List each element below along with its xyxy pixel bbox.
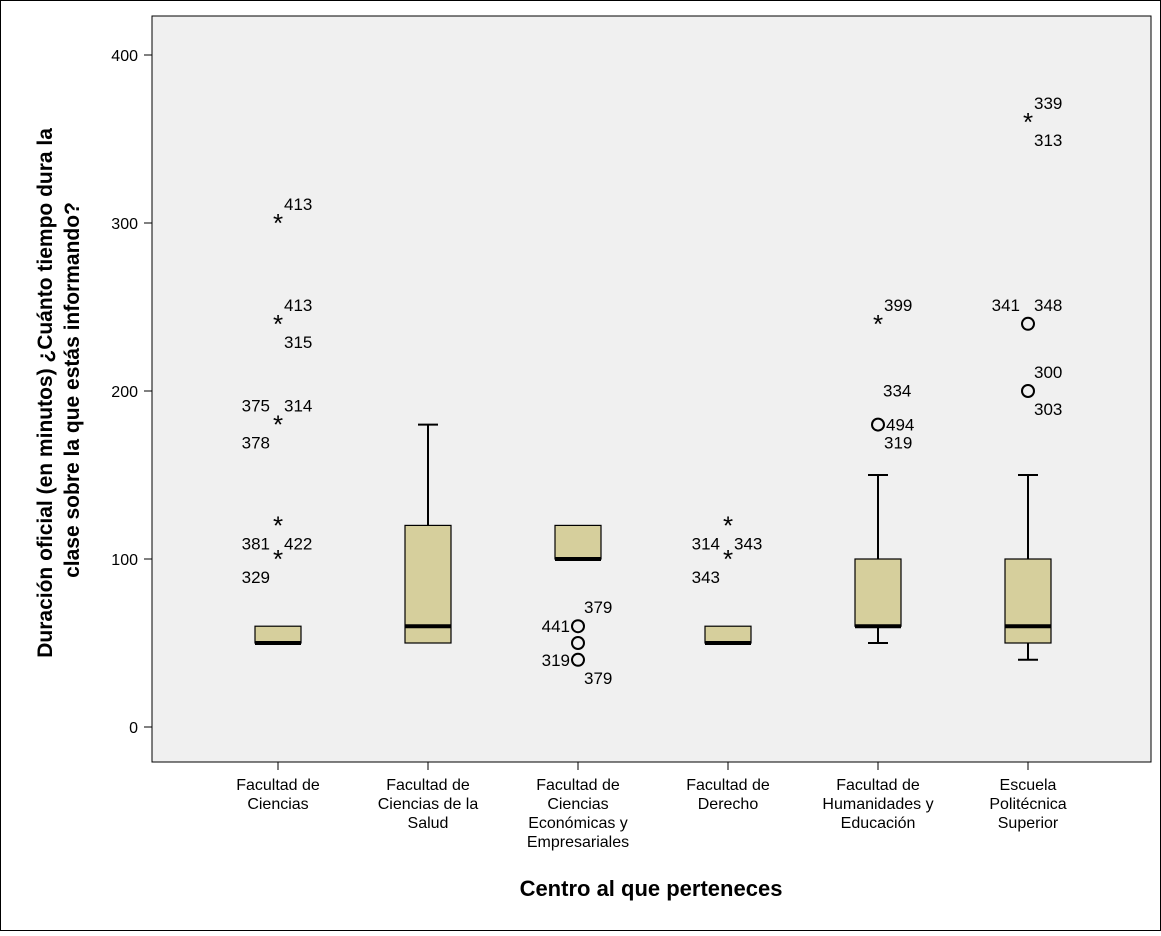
outlier-label: 334 xyxy=(883,382,911,401)
x-tick-label-line: Facultad de xyxy=(536,777,620,794)
extreme-outlier-marker: * xyxy=(273,544,283,574)
outlier-marker xyxy=(871,417,885,432)
outlier-label: 399 xyxy=(884,296,912,315)
x-tick-label: Escuela Politécnica Superior xyxy=(989,777,1066,832)
outlier-label: 339 xyxy=(1034,94,1062,113)
extreme-outlier-marker: * xyxy=(273,410,283,440)
outlier-label: 313 xyxy=(1034,131,1062,150)
x-tick-label-line: Derecho xyxy=(698,796,759,813)
outlier-label: 348 xyxy=(1034,296,1062,315)
iqr-box xyxy=(854,558,902,627)
outlier-label: 494 xyxy=(886,416,914,435)
y-axis: 0 100 200 300 400 xyxy=(111,48,152,737)
outlier-label: 379 xyxy=(584,669,612,688)
extreme-outlier-marker: * xyxy=(273,208,283,238)
outlier-label: 319 xyxy=(542,651,570,670)
x-tick-label-line: Educación xyxy=(841,815,916,832)
outlier-marker xyxy=(571,619,585,634)
y-tick-label: 100 xyxy=(111,552,138,569)
x-tick-label: Facultad de Derecho xyxy=(686,777,770,813)
outlier-label: 329 xyxy=(242,568,270,587)
y-axis-title-line-2: clase sobre la que estás informando? xyxy=(61,202,84,578)
outlier-label: 314 xyxy=(284,397,312,416)
x-tick-label-line: Ciencias de la xyxy=(378,796,479,813)
outlier-label: 413 xyxy=(284,195,312,214)
outlier-label: 381 xyxy=(242,534,270,553)
x-axis-title: Centro al que perteneces xyxy=(520,876,783,901)
iqr-box xyxy=(1004,558,1052,644)
x-tick-label-line: Politécnica xyxy=(989,796,1066,813)
box-group: 441 379 319 379 xyxy=(542,524,612,688)
outlier-label: 422 xyxy=(284,534,312,553)
iqr-box xyxy=(704,625,752,644)
x-tick-label-line: Superior xyxy=(998,815,1059,832)
outlier-marker xyxy=(1021,316,1035,331)
iqr-box xyxy=(254,625,302,644)
x-tick-label-line: Escuela xyxy=(1000,777,1057,794)
extreme-outlier-marker: * xyxy=(273,510,283,540)
extreme-outlier-marker: * xyxy=(1023,107,1033,137)
outlier-label: 441 xyxy=(542,617,570,636)
x-tick-label-line: Salud xyxy=(408,815,449,832)
extreme-outlier-marker: * xyxy=(873,309,883,339)
extreme-outlier-marker: * xyxy=(723,544,733,574)
plot-area xyxy=(151,15,1152,763)
outlier-label: 314 xyxy=(692,534,720,553)
x-tick-label-line: Empresariales xyxy=(527,834,629,851)
outlier-label: 319 xyxy=(884,434,912,453)
outlier-label: 413 xyxy=(284,296,312,315)
x-tick-label-line: Humanidades y xyxy=(822,796,933,813)
y-tick-label: 200 xyxy=(111,384,138,401)
y-axis-title: Duración oficial (en minutos) ¿Cuánto ti… xyxy=(34,122,84,658)
iqr-box xyxy=(554,524,602,560)
box-group xyxy=(404,423,452,644)
x-tick-label: Facultad de Humanidades y Educación xyxy=(822,777,933,832)
outlier-label: 315 xyxy=(284,333,312,352)
x-tick-label-line: Facultad de xyxy=(836,777,920,794)
iqr-box xyxy=(404,524,452,644)
x-tick-label-line: Facultad de xyxy=(386,777,470,794)
outlier-label: 343 xyxy=(692,568,720,587)
y-tick-label: 400 xyxy=(111,48,138,65)
outlier-label: 343 xyxy=(734,534,762,553)
x-tick-label-line: Económicas y xyxy=(528,815,628,832)
outlier-label: 300 xyxy=(1034,363,1062,382)
x-axis: Facultad de Ciencias Facultad de Ciencias d… xyxy=(236,762,1067,851)
x-tick-label-line: Ciencias xyxy=(247,796,308,813)
box-group: *339 313 341 348 300 303 xyxy=(992,94,1062,661)
outlier-label: 379 xyxy=(584,598,612,617)
box-group: *314 343*343 xyxy=(692,510,762,645)
x-tick-label-line: Facultad de xyxy=(686,777,770,794)
outlier-label: 378 xyxy=(242,434,270,453)
outlier-label: 341 xyxy=(992,296,1020,315)
outlier-marker xyxy=(571,652,585,667)
outlier-label: 375 xyxy=(242,397,270,416)
outlier-marker xyxy=(1021,384,1035,398)
x-tick-label: Facultad de Ciencias xyxy=(236,777,320,813)
extreme-outlier-marker: * xyxy=(273,309,283,339)
y-axis-title-line-1: Duración oficial (en minutos) ¿Cuánto ti… xyxy=(34,128,57,658)
y-tick-label: 0 xyxy=(129,720,138,737)
x-tick-label-line: Ciencias xyxy=(547,796,608,813)
extreme-outlier-marker: * xyxy=(723,510,733,540)
outlier-marker xyxy=(571,636,585,650)
y-tick-label: 300 xyxy=(111,216,138,233)
x-tick-label-line: Facultad de xyxy=(236,777,320,794)
x-tick-label: Facultad de Ciencias de la Salud xyxy=(378,777,479,832)
x-tick-label: Facultad de Ciencias Económicas y Empresari… xyxy=(527,777,629,851)
outlier-label: 303 xyxy=(1034,400,1062,419)
